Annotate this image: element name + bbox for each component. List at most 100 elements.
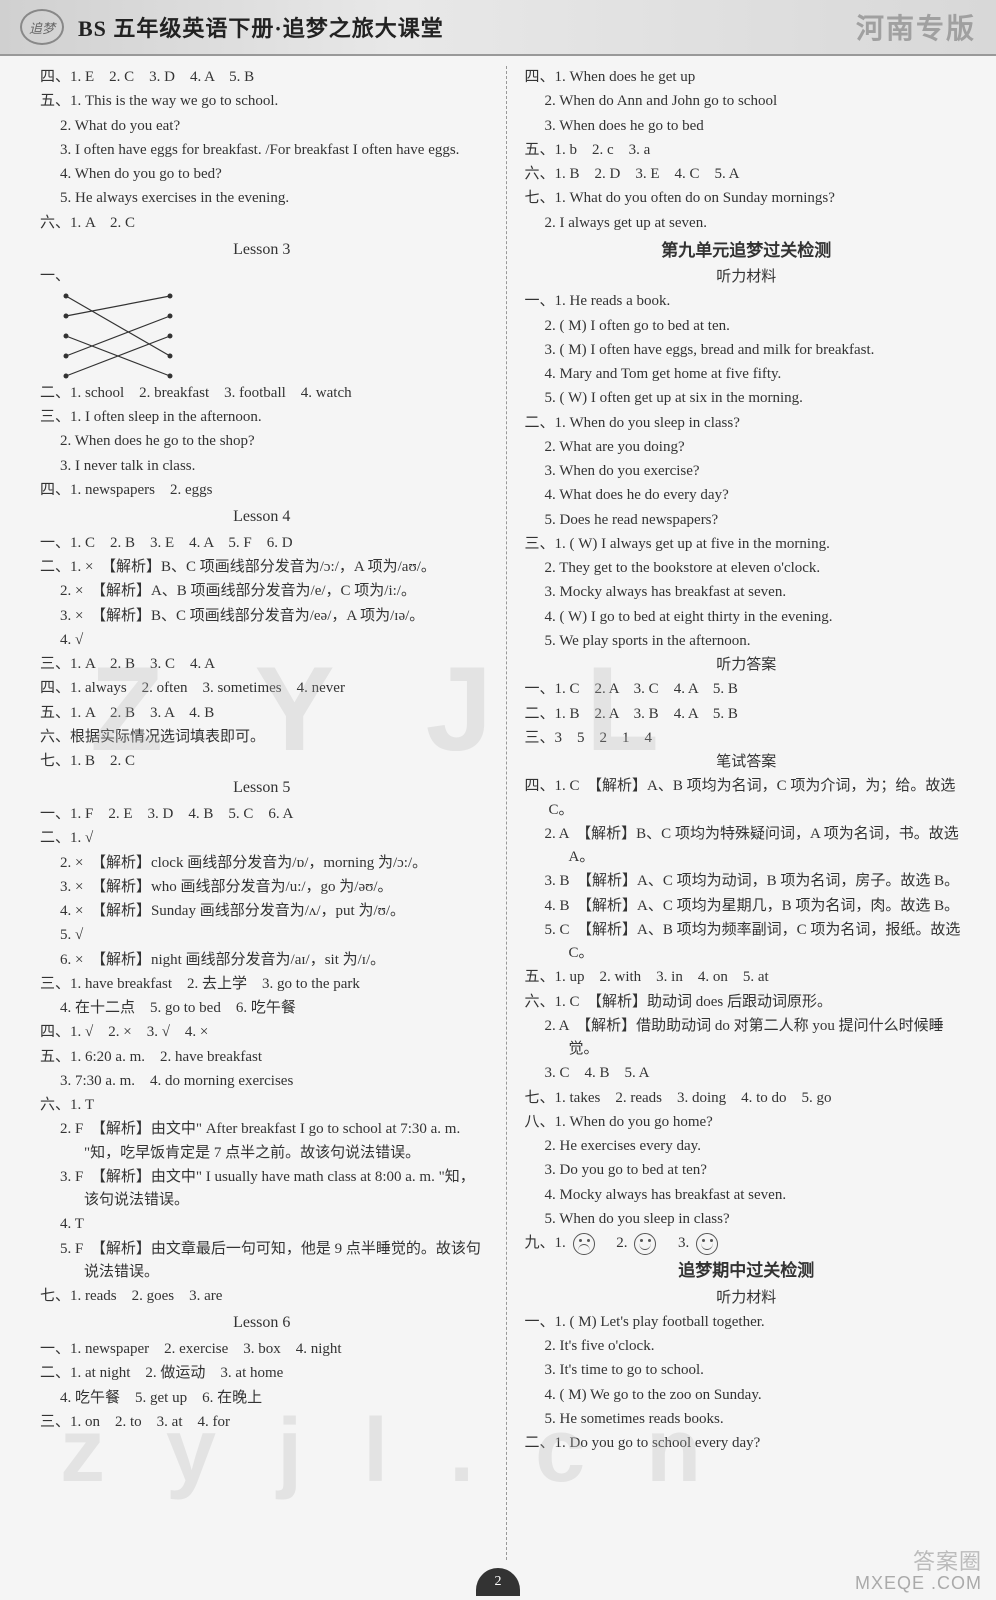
- lesson-heading: Lesson 4: [40, 505, 484, 530]
- left-column: 四、1. E 2. C 3. D 4. A 5. B 五、1. This is …: [40, 66, 484, 1560]
- subsection-heading: 听力材料: [525, 1287, 969, 1310]
- text-line: 5. C 【解析】A、B 项均为频率副词，C 项为名词，报纸。故选 C。: [525, 919, 969, 966]
- text-line: 4. Mary and Tom get home at five fifty.: [525, 363, 969, 386]
- text-line: 五、1. up 2. with 3. in 4. on 5. at: [525, 966, 969, 989]
- page-number: 2: [495, 1574, 502, 1590]
- text-line: 4. ( M) We go to the zoo on Sunday.: [525, 1384, 969, 1407]
- text-line: 4. B 【解析】A、C 项均为星期几，B 项为名词，肉。故选 B。: [525, 895, 969, 918]
- text-line: 六、1. B 2. D 3. E 4. C 5. A: [525, 163, 969, 186]
- text-line: 2. What are you doing?: [525, 436, 969, 459]
- header-title: BS 五年级英语下册·追梦之旅大课堂: [78, 11, 856, 43]
- text-line: 4. 在十二点 5. go to bed 6. 吃午餐: [40, 997, 484, 1020]
- footer-brand-site: MXEQE .COM: [855, 1574, 982, 1594]
- text-line: 3. Mocky always has breakfast at seven.: [525, 581, 969, 604]
- text-line: 四、1. newspapers 2. eggs: [40, 479, 484, 502]
- text-line: 3. × 【解析】B、C 项画线部分发音为/eə/，A 项为/ɪə/。: [40, 605, 484, 628]
- text-line: 4. Mocky always has breakfast at seven.: [525, 1184, 969, 1207]
- text-line: 5. He sometimes reads books.: [525, 1408, 969, 1431]
- text-line: 3. When do you exercise?: [525, 460, 969, 483]
- sad-face-icon: [573, 1233, 595, 1255]
- text-line: 五、1. b 2. c 3. a: [525, 139, 969, 162]
- text-line: 三、1. A 2. B 3. C 4. A: [40, 653, 484, 676]
- text-line: 二、1. × 【解析】B、C 项画线部分发音为/ɔ:/，A 项为/aʊ/。: [40, 556, 484, 579]
- text-line: 一、1. C 2. A 3. C 4. A 5. B: [525, 678, 969, 701]
- text-line: 2. They get to the bookstore at eleven o…: [525, 557, 969, 580]
- lesson-heading: Lesson 5: [40, 776, 484, 801]
- text-line: 一、1. newspaper 2. exercise 3. box 4. nig…: [40, 1338, 484, 1361]
- text-line: 2. It's five o'clock.: [525, 1335, 969, 1358]
- text-line: 4. ( W) I go to bed at eight thirty in t…: [525, 606, 969, 629]
- text-line: 九、1.: [525, 1235, 570, 1251]
- text-line: 3. C 4. B 5. A: [525, 1062, 969, 1085]
- text-line: 5. He always exercises in the evening.: [40, 187, 484, 210]
- text-line: 3.: [663, 1235, 693, 1251]
- text-line: 七、1. takes 2. reads 3. doing 4. to do 5.…: [525, 1087, 969, 1110]
- text-line: 2. A 【解析】B、C 项均为特殊疑问词，A 项为名词，书。故选 A。: [525, 823, 969, 870]
- text-line: 2. × 【解析】A、B 项画线部分发音为/e/，C 项为/i:/。: [40, 580, 484, 603]
- text-line: 一、1. He reads a book.: [525, 290, 969, 313]
- text-line: 五、1. This is the way we go to school.: [40, 90, 484, 113]
- text-line: 4. When do you go to bed?: [40, 163, 484, 186]
- text-line: 七、1. reads 2. goes 3. are: [40, 1285, 484, 1308]
- subsection-heading: 听力答案: [525, 654, 969, 677]
- lesson-heading: Lesson 3: [40, 238, 484, 263]
- text-line: 五、1. 6:20 a. m. 2. have breakfast: [40, 1046, 484, 1069]
- text-line: 2. When do Ann and John go to school: [525, 90, 969, 113]
- logo-icon: 追梦: [20, 9, 64, 45]
- footer-brand-cn: 答案圈: [855, 1550, 982, 1574]
- text-line: 二、1. at night 2. 做运动 3. at home: [40, 1362, 484, 1385]
- text-line: 七、1. What do you often do on Sunday morn…: [525, 187, 969, 210]
- text-line: 3. When does he go to bed: [525, 115, 969, 138]
- text-line: 四、1. always 2. often 3. sometimes 4. nev…: [40, 677, 484, 700]
- text-line: 3. F 【解析】由文中" I usually have math class …: [40, 1166, 484, 1213]
- section-heading: 第九单元追梦过关检测: [525, 238, 969, 264]
- lesson-heading: Lesson 6: [40, 1311, 484, 1336]
- logo-text: 追梦: [29, 18, 55, 37]
- text-line: 5. When do you sleep in class?: [525, 1208, 969, 1231]
- text-line: 一、: [40, 265, 484, 288]
- text-line: 2. × 【解析】clock 画线部分发音为/ɒ/，morning 为/ɔ:/。: [40, 852, 484, 875]
- page-number-badge: 2: [476, 1568, 520, 1596]
- text-line: 5. F 【解析】由文章最后一句可知，他是 9 点半睡觉的。故该句说法错误。: [40, 1238, 484, 1285]
- text-line: 四、1. E 2. C 3. D 4. A 5. B: [40, 66, 484, 89]
- text-line: 一、1. C 2. B 3. E 4. A 5. F 6. D: [40, 532, 484, 555]
- text-line: 2. He exercises every day.: [525, 1135, 969, 1158]
- text-line: 4. × 【解析】Sunday 画线部分发音为/ʌ/，put 为/ʊ/。: [40, 900, 484, 923]
- text-line: 二、1. Do you go to school every day?: [525, 1432, 969, 1455]
- text-line: 四、1. √ 2. × 3. √ 4. ×: [40, 1021, 484, 1044]
- page-header: 追梦 BS 五年级英语下册·追梦之旅大课堂 河南专版: [0, 0, 996, 56]
- text-line: 4. What does he do every day?: [525, 484, 969, 507]
- section-heading: 追梦期中过关检测: [525, 1258, 969, 1284]
- text-line: 2. When does he go to the shop?: [40, 430, 484, 453]
- text-line: 八、1. When do you go home?: [525, 1111, 969, 1134]
- text-line: 六、1. T: [40, 1094, 484, 1117]
- text-line: 3. ( M) I often have eggs, bread and mil…: [525, 339, 969, 362]
- text-line: 二、1. B 2. A 3. B 4. A 5. B: [525, 703, 969, 726]
- text-line: 3. Do you go to bed at ten?: [525, 1159, 969, 1182]
- smile-face-icon: [634, 1233, 656, 1255]
- text-line: 一、1. ( M) Let's play football together.: [525, 1311, 969, 1334]
- text-line: 5. Does he read newspapers?: [525, 509, 969, 532]
- text-line: 三、1. I often sleep in the afternoon.: [40, 406, 484, 429]
- subsection-heading: 听力材料: [525, 266, 969, 289]
- text-line: 3. It's time to go to school.: [525, 1359, 969, 1382]
- text-line: 3. × 【解析】who 画线部分发音为/u:/，go 为/əʊ/。: [40, 876, 484, 899]
- subsection-heading: 笔试答案: [525, 751, 969, 774]
- edition-label: 河南专版: [856, 7, 976, 47]
- text-line: 二、1. When do you sleep in class?: [525, 412, 969, 435]
- text-line: 2. ( M) I often go to bed at ten.: [525, 315, 969, 338]
- text-line: 3. I often have eggs for breakfast. /For…: [40, 139, 484, 162]
- text-line: 5. ( W) I often get up at six in the mor…: [525, 387, 969, 410]
- text-line: 五、1. A 2. B 3. A 4. B: [40, 702, 484, 725]
- text-line: 六、根据实际情况选词填表即可。: [40, 726, 484, 749]
- text-line: 三、1. on 2. to 3. at 4. for: [40, 1411, 484, 1434]
- text-line: 六、1. A 2. C: [40, 212, 484, 235]
- text-line: 2. What do you eat?: [40, 115, 484, 138]
- text-line: 2. I always get up at seven.: [525, 212, 969, 235]
- text-line: 4. √: [40, 629, 484, 652]
- text-line: 2. A 【解析】借助助动词 do 对第二人称 you 提问什么时候睡觉。: [525, 1015, 969, 1062]
- matching-diagram: [60, 290, 180, 380]
- footer-brand: 答案圈 MXEQE .COM: [855, 1550, 982, 1594]
- page-body: 四、1. E 2. C 3. D 4. A 5. B 五、1. This is …: [0, 56, 996, 1560]
- smile-face-icon: [696, 1233, 718, 1255]
